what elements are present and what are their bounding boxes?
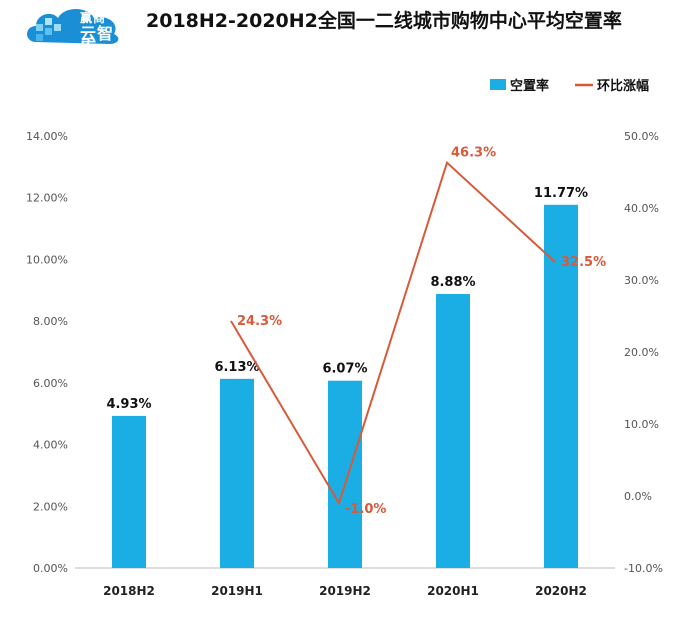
line-data-label: 46.3% — [451, 146, 496, 161]
bar — [112, 415, 146, 568]
right-tick-label: -10.0% — [624, 562, 663, 575]
line-data-label: 24.3% — [237, 314, 282, 329]
left-tick-label: 0.00% — [33, 562, 68, 575]
x-axis: 2018H2 2019H1 2019H2 2020H1 2020H2 — [103, 584, 587, 598]
bar — [544, 204, 578, 568]
left-axis: 0.00% 2.00% 4.00% 6.00% 8.00% 10.00% 12.00% 14.… — [26, 130, 68, 575]
left-tick-label: 8.00% — [33, 315, 68, 328]
right-tick-label: 20.0% — [624, 346, 659, 359]
bar — [220, 378, 254, 568]
chart-title: 2018H2-2020H2全国一二线城市购物中心平均空置率 — [146, 10, 622, 32]
legend: 空置率 环比涨幅 — [490, 78, 649, 94]
x-tick-label: 2018H2 — [103, 584, 155, 598]
legend-line-label: 环比涨幅 — [597, 78, 649, 94]
left-tick-label: 4.00% — [33, 439, 68, 452]
x-tick-label: 2020H1 — [427, 584, 479, 598]
bar-data-label: 6.13% — [214, 360, 259, 375]
left-tick-label: 10.00% — [26, 253, 68, 266]
logo-line2: 云智库 — [80, 24, 115, 57]
line-data-label: -1.0% — [345, 502, 386, 517]
right-tick-label: 30.0% — [624, 274, 659, 287]
right-tick-label: 40.0% — [624, 202, 659, 215]
line-series: 24.3% -1.0% 46.3% 32.5% — [230, 146, 606, 517]
line-path — [230, 160, 556, 506]
right-axis: -10.0% 0.0% 10.0% 20.0% 30.0% 40.0% 50.0% — [624, 130, 663, 575]
bar — [328, 380, 362, 568]
bar-data-label: 8.88% — [430, 275, 475, 290]
x-tick-label: 2019H1 — [211, 584, 263, 598]
x-tick-label: 2019H2 — [319, 584, 371, 598]
bar — [436, 293, 470, 568]
cloud-logo-icon — [27, 9, 119, 44]
left-tick-label: 14.00% — [26, 130, 68, 143]
left-tick-label: 12.00% — [26, 192, 68, 205]
left-tick-label: 2.00% — [33, 500, 68, 513]
legend-bar-label: 空置率 — [510, 78, 549, 94]
brand-logo: 赢商 云智库 — [22, 4, 124, 56]
bar-data-label: 4.93% — [106, 397, 151, 412]
left-tick-label: 6.00% — [33, 377, 68, 390]
bar-data-label: 11.77% — [534, 186, 588, 201]
right-tick-label: 50.0% — [624, 130, 659, 143]
right-tick-label: 0.0% — [624, 490, 652, 503]
legend-bar-swatch — [490, 79, 506, 90]
bar-series: 4.93% 6.13% 6.07% 8.88% 11.77% — [106, 186, 588, 568]
line-data-label: 32.5% — [561, 255, 606, 270]
x-tick-label: 2020H2 — [535, 584, 587, 598]
bar-data-label: 6.07% — [322, 362, 367, 377]
right-tick-label: 10.0% — [624, 418, 659, 431]
logo-line1: 赢商 — [80, 11, 107, 25]
